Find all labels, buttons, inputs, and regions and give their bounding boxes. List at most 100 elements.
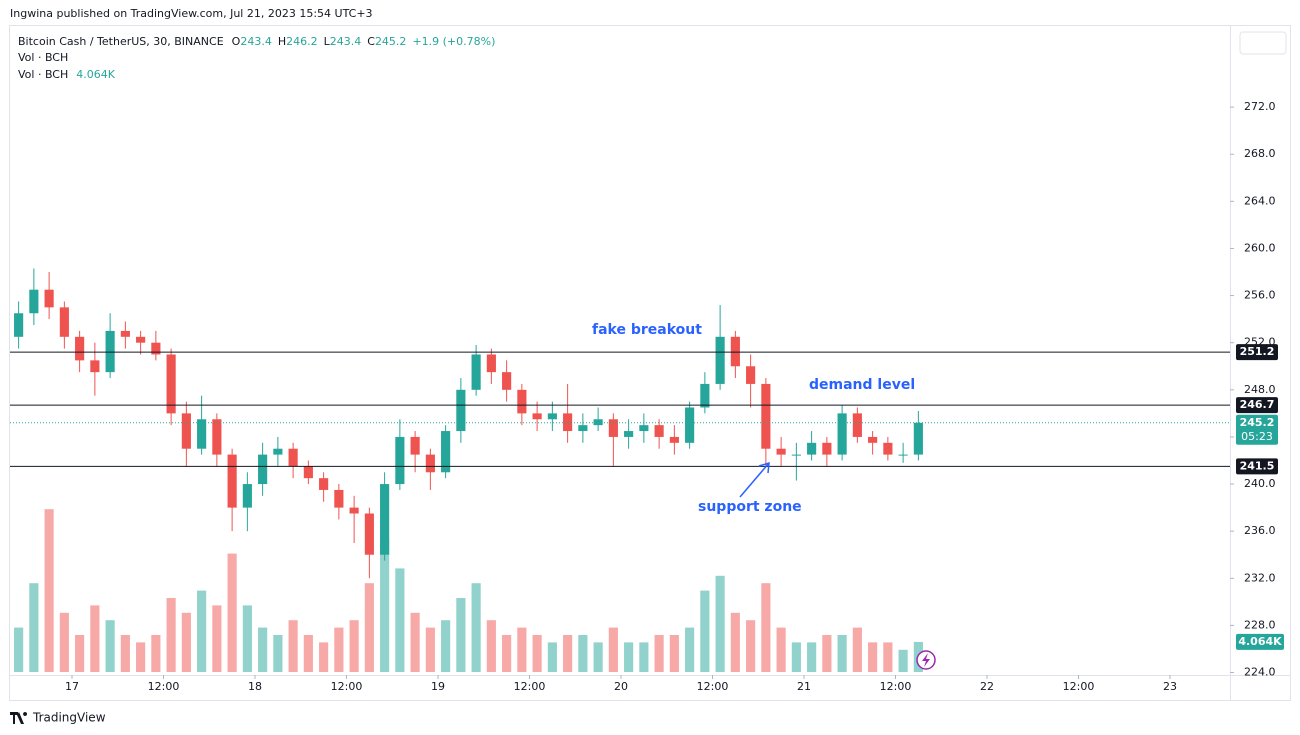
candle-body (288, 448, 298, 467)
volume-bar (563, 635, 573, 672)
y-tick-label: 272.0 (1244, 100, 1276, 113)
volume-bar (44, 509, 54, 672)
y-tick-label: 264.0 (1244, 194, 1276, 207)
alert-icon[interactable] (916, 650, 936, 670)
footer-text: TradingView (32, 711, 106, 725)
candle-body (822, 442, 832, 455)
volume-bar (120, 635, 130, 672)
y-tick-label: 240.0 (1244, 477, 1276, 490)
volume-bar (380, 538, 390, 672)
candle-body (852, 413, 862, 437)
candle-body (608, 419, 618, 437)
level-label: 241.5 (1240, 459, 1275, 472)
volume-bar (105, 620, 115, 672)
volume-bar (471, 583, 481, 672)
volume-bar (59, 612, 69, 672)
y-tick-label: 232.0 (1244, 571, 1276, 584)
candle-body (441, 431, 451, 473)
volume-bar (14, 627, 24, 672)
y-tick-label: 248.0 (1244, 383, 1276, 396)
ohlc-label: O (232, 35, 241, 48)
countdown: 05:23 (1241, 430, 1273, 443)
x-tick-label: 21 (797, 680, 811, 693)
x-tick-label: 12:00 (514, 680, 546, 693)
volume-bar (486, 620, 496, 672)
volume-bar (395, 568, 405, 672)
volume-bar (349, 620, 359, 672)
candle-body (303, 466, 313, 479)
candle-body (90, 360, 100, 373)
volume-bar (807, 642, 817, 672)
candle-body (181, 413, 191, 449)
ohlc-label: C (367, 35, 375, 48)
volume-bar (197, 590, 207, 672)
candle-body (227, 454, 237, 508)
volume-bar (822, 635, 832, 672)
volume-bar (837, 635, 847, 672)
candle-body (791, 454, 801, 456)
candle-body (639, 425, 649, 432)
candle-body (410, 436, 420, 455)
candle-body (715, 336, 725, 384)
level-label-box (1236, 397, 1278, 414)
legend: Bitcoin Cash / TetherUS, 30, BINANCE O243… (18, 35, 495, 81)
volume-bar (730, 612, 740, 672)
ohlc-value: 246.2 (286, 35, 318, 48)
volume-bar (532, 635, 542, 672)
candle-body (29, 289, 39, 314)
y-tick-label: 260.0 (1244, 241, 1276, 254)
candle-body (532, 413, 542, 420)
candle-body (486, 354, 496, 373)
candle-body (746, 366, 756, 384)
candle-body (563, 413, 573, 432)
volume-bar (547, 642, 557, 672)
candle-body (624, 431, 634, 437)
volume-bar (639, 642, 649, 672)
volume-bar (319, 642, 329, 672)
volume-bar (151, 635, 161, 672)
volume-bar (715, 575, 725, 672)
y-tick-label: 268.0 (1244, 147, 1276, 160)
candle-body (212, 419, 222, 455)
volume-bar (898, 649, 908, 672)
footer-logo: TradingView (10, 711, 106, 725)
x-tick-label: 12:00 (880, 680, 912, 693)
volume-bar (852, 627, 862, 672)
volume-name: Vol · BCH (18, 68, 68, 81)
volume-bar (593, 642, 603, 672)
volume-bar (502, 635, 512, 672)
annotation: fake breakout (592, 322, 702, 338)
candle-body (456, 389, 466, 432)
ohlc-value: 245.2 (375, 35, 407, 48)
x-tick-label: 12:00 (697, 680, 729, 693)
candle-body (913, 422, 923, 455)
y-tick-label: 228.0 (1244, 618, 1276, 631)
candle-body (837, 413, 847, 455)
volume-bar (242, 605, 252, 672)
volume-bar (166, 598, 176, 672)
volume-bar (746, 620, 756, 672)
candle-body (380, 484, 390, 555)
ohlc-label: L (324, 35, 331, 48)
volume-bar (608, 627, 618, 672)
volume-bar (654, 635, 664, 672)
volume-bar (441, 620, 451, 672)
scale-button[interactable] (1239, 31, 1287, 55)
volume-bar (303, 635, 313, 672)
candle-body (883, 442, 893, 455)
candle-body (395, 436, 405, 485)
y-tick-label: 256.0 (1244, 289, 1276, 302)
candle-body (258, 454, 268, 485)
x-tick-label: 18 (248, 680, 262, 693)
candle-body (166, 354, 176, 414)
volume-bar (868, 642, 878, 672)
candle-body (776, 448, 786, 455)
candle-body (120, 330, 130, 337)
price-label: 245.2 (1240, 416, 1275, 429)
x-tick-label: 12:00 (331, 680, 363, 693)
volume-legend: Vol · BCH (18, 51, 68, 64)
ohlc-value: 243.4 (330, 35, 362, 48)
volume-bar (700, 590, 710, 672)
frame (9, 25, 1291, 701)
